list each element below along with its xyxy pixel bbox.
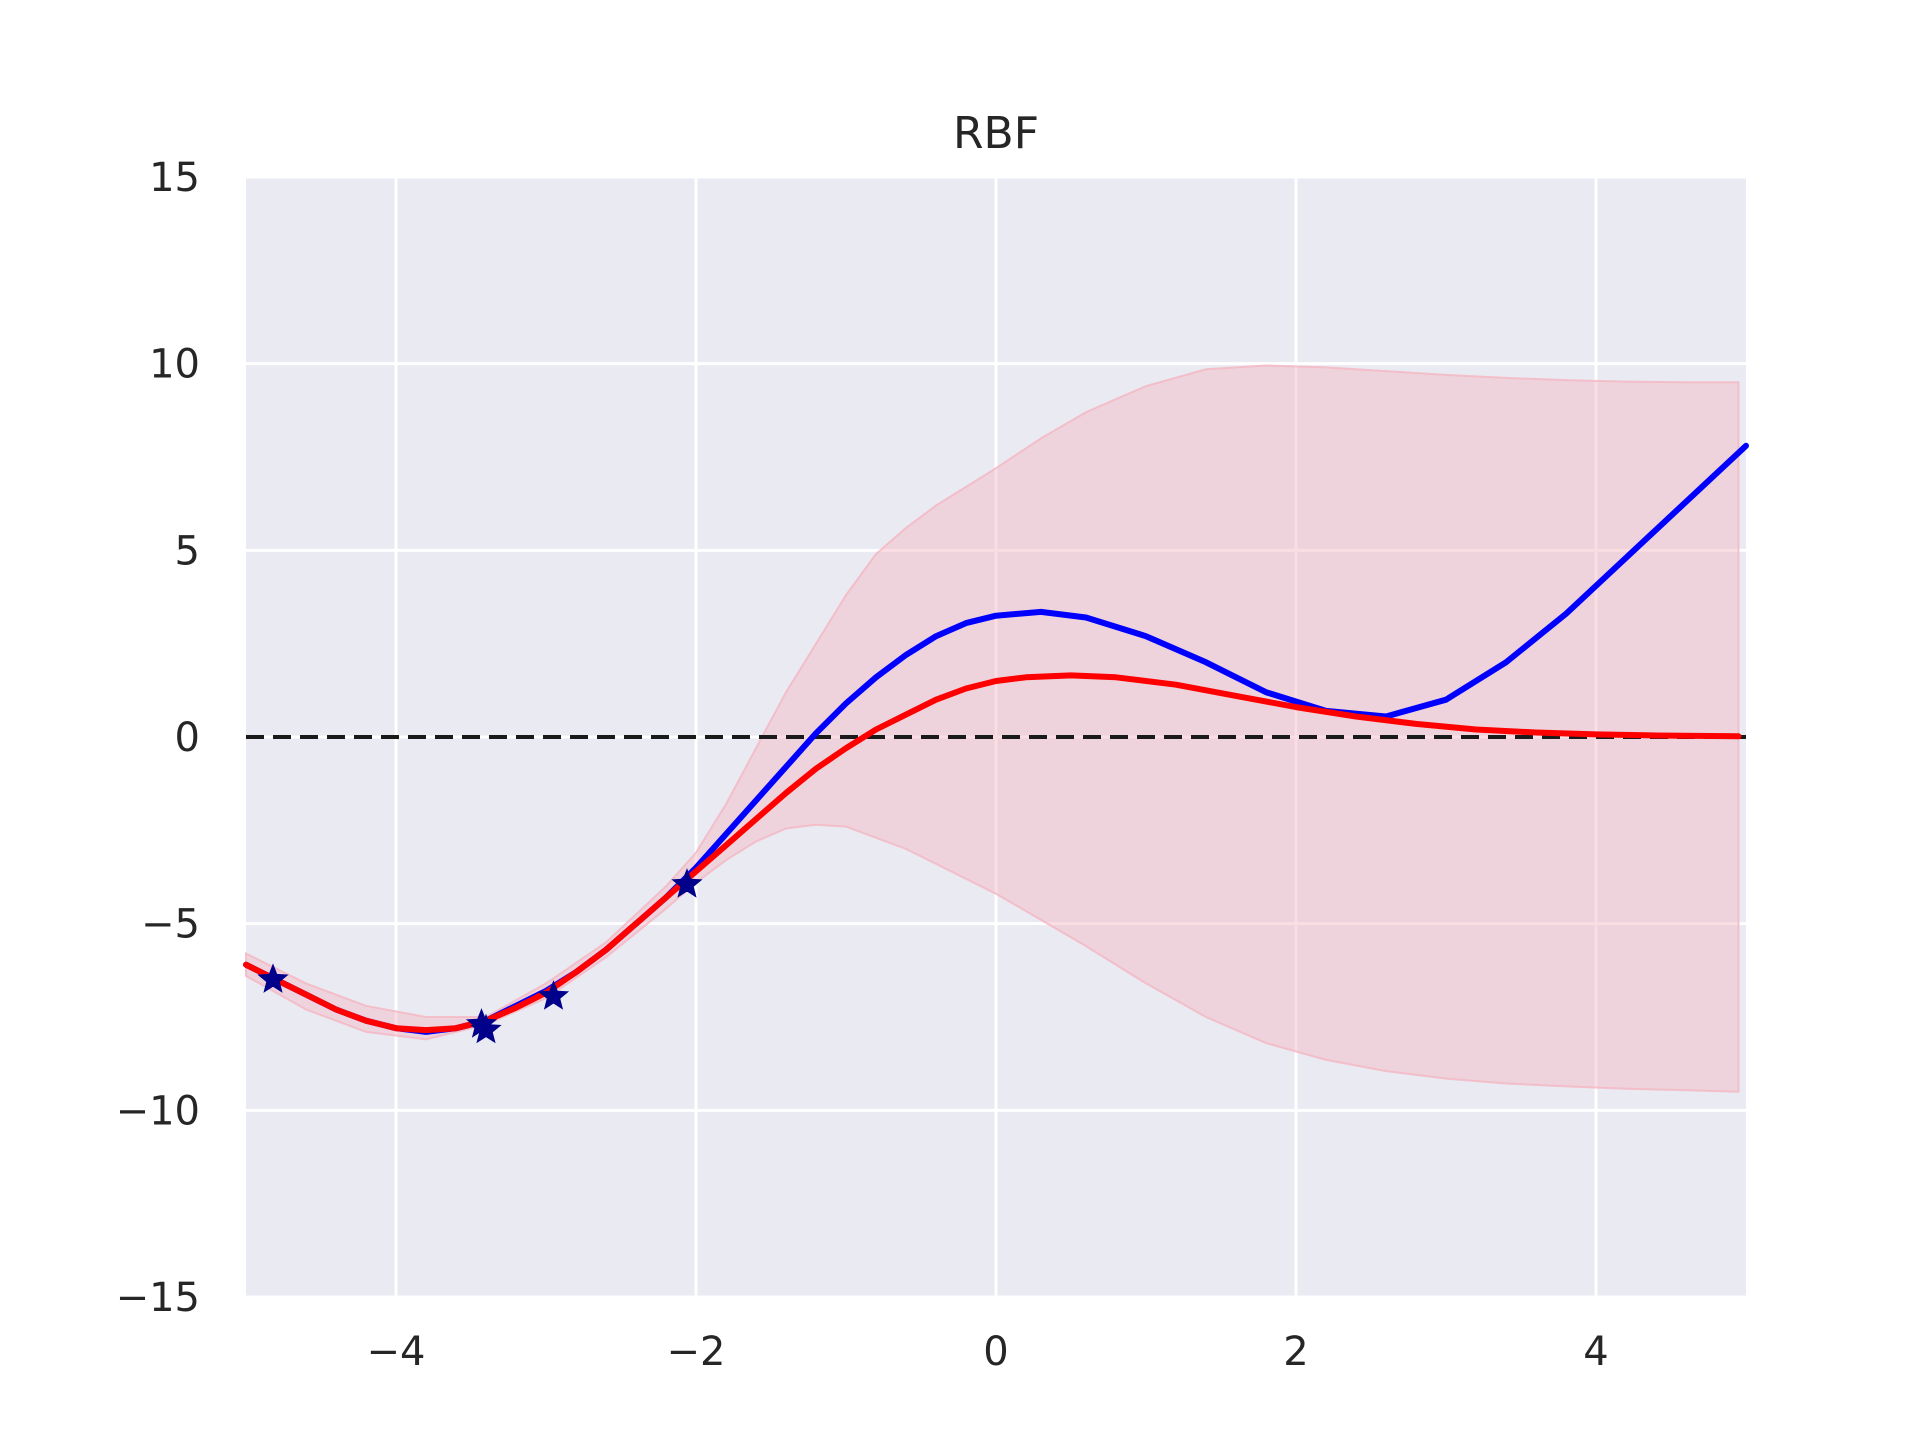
mean-prediction-line	[243, 672, 1742, 1034]
tick-label-layer: −4 −2 0 2 4 15 10 5 0 −5 −10 −15	[116, 155, 1609, 1375]
marker-layer	[257, 868, 703, 1044]
x-tick-label: 2	[1283, 1329, 1308, 1375]
uncertainty-band	[245, 364, 1740, 1093]
x-tick-label: −2	[667, 1329, 726, 1375]
x-tick-label: 0	[983, 1329, 1008, 1375]
chart-title: RBF	[953, 108, 1039, 159]
observation-star-marker	[671, 868, 703, 898]
x-tick-label: −4	[367, 1329, 426, 1375]
y-tick-label: −10	[116, 1088, 200, 1134]
series-line-layer	[243, 442, 1749, 1035]
uncertainty-band-layer	[245, 364, 1740, 1093]
observation-star-marker	[257, 963, 289, 993]
observation-star-marker	[537, 980, 570, 1010]
observation-star-marker	[470, 1013, 502, 1044]
y-tick-label: 15	[149, 155, 200, 201]
x-tick-label: 4	[1583, 1329, 1608, 1375]
y-tick-label: 5	[175, 528, 200, 574]
y-tick-label: −5	[141, 902, 200, 948]
y-tick-label: −15	[116, 1275, 200, 1321]
y-tick-label: 10	[149, 342, 200, 388]
y-tick-label: 0	[175, 715, 200, 761]
